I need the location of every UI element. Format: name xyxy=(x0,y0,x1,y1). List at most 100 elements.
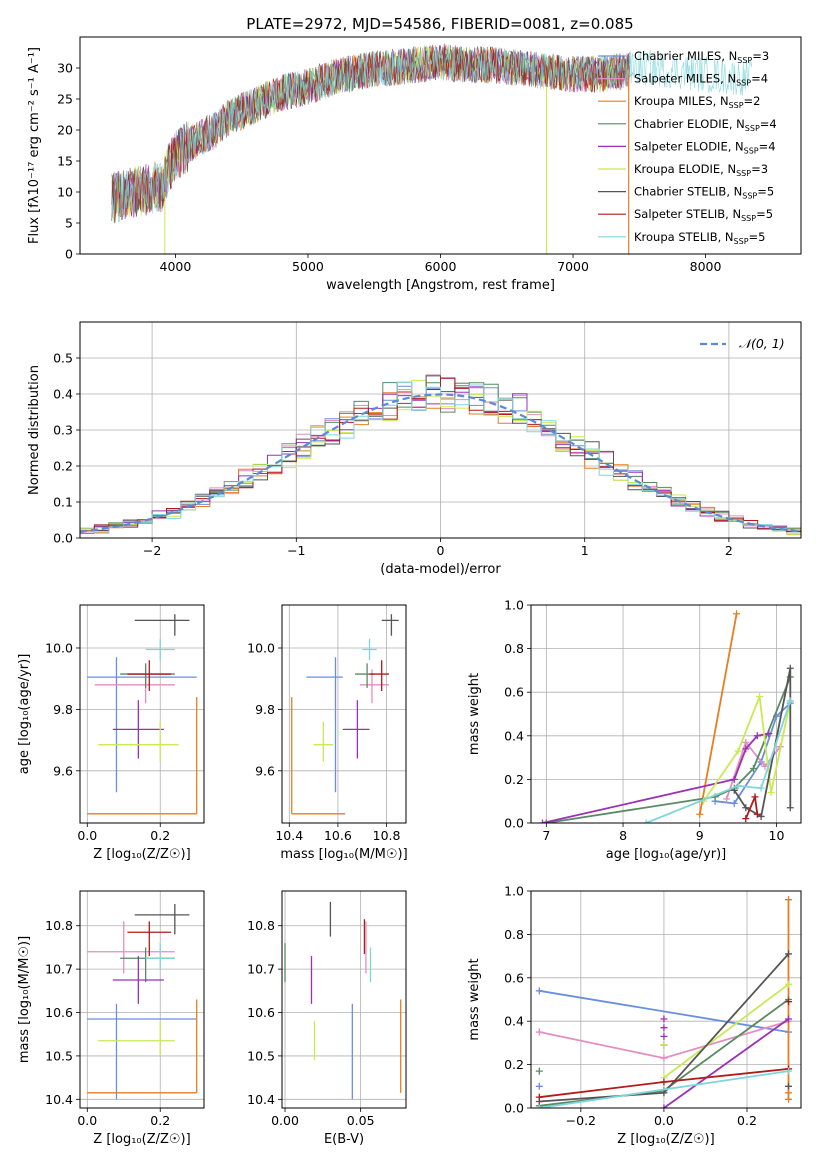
y-tick-label: 0.0 xyxy=(504,1101,524,1116)
x-tick-label: 0.05 xyxy=(347,1113,375,1128)
y-tick-label: 10.0 xyxy=(247,640,275,655)
y-axis-label: Flux [fλ10⁻¹⁷ erg cm⁻² s⁻¹ A⁻¹] xyxy=(27,47,42,244)
y-tick-label: 10.0 xyxy=(45,640,73,655)
x-axis-label: wavelength [Angstrom, rest frame] xyxy=(326,278,555,293)
weight-line-5 xyxy=(663,983,790,1079)
weight-marker xyxy=(660,1054,668,1062)
x-axis-label: Z [log₁₀(Z/Z☉)] xyxy=(617,1132,714,1147)
weight-marker xyxy=(733,610,741,618)
x-tick-label: 6000 xyxy=(425,259,457,274)
y-tick-label: 0.8 xyxy=(504,927,524,942)
x-axis-label: E(B-V) xyxy=(324,1132,364,1147)
x-tick-label: 0 xyxy=(437,543,445,558)
figure-title: PLATE=2972, MJD=54586, FIBERID=0081, z=0… xyxy=(246,15,633,33)
panel-age-vs-mass: 10.4 10.6 10.8 9.6 9.8 10.0 mass [log₁₀(M/M☉)] xyxy=(247,604,408,862)
y-axis-label: mass [log₁₀(M/M☉)] xyxy=(17,936,32,1063)
panel-mass-vs-ebv: 0.00 0.05 10.4 10.5 10.6 10.7 10.8 E(B-V) xyxy=(247,890,407,1147)
y-tick-label: 5 xyxy=(65,216,73,231)
plot-area xyxy=(80,374,801,538)
x-tick-label: −2 xyxy=(143,543,161,558)
y-tick-label: 15 xyxy=(57,154,73,169)
y-tick-label: 0.4 xyxy=(53,387,73,402)
x-axis-label: age [log₁₀(age/yr)] xyxy=(606,847,727,862)
panel-weight-vs-age: 7 8 9 10 0.0 0.2 0.4 0.6 0.8 1.0 age [log₁₀(age/yr… xyxy=(467,598,802,862)
y-tick-label: 10.8 xyxy=(247,918,275,933)
plot-area xyxy=(535,896,793,1108)
x-tick-label: 0.00 xyxy=(271,1113,299,1128)
y-axis-label: mass weight xyxy=(467,958,482,1040)
x-tick-label: 0.2 xyxy=(737,1113,757,1128)
x-tick-label: 10.6 xyxy=(324,828,352,843)
weight-marker xyxy=(535,1093,543,1101)
x-tick-label: 0.2 xyxy=(150,1113,170,1128)
y-tick-label: 0.6 xyxy=(504,685,524,700)
weight-marker xyxy=(734,782,742,790)
x-axis-label: (data-model)/error xyxy=(380,562,501,577)
panel-residuals: −2 −1 0 1 2 0.0 0.1 0.2 0.3 0.4 0.5 (data-model)/er… xyxy=(27,321,802,577)
y-tick-label: 1.0 xyxy=(504,884,524,899)
x-axis-label: mass [log₁₀(M/M☉)] xyxy=(280,847,407,862)
y-tick-label: 20 xyxy=(57,123,73,138)
weight-marker xyxy=(756,693,764,701)
axes-frame xyxy=(281,604,407,824)
x-tick-label: 10 xyxy=(769,828,785,843)
extra-marker xyxy=(535,1082,543,1090)
weight-marker xyxy=(753,810,761,818)
x-tick-label: 0.0 xyxy=(77,1113,97,1128)
plot-area xyxy=(111,43,753,254)
y-tick-label: 10.5 xyxy=(45,1048,73,1063)
x-tick-label: 0.0 xyxy=(654,1113,674,1128)
gaussian-curve xyxy=(80,393,801,533)
weight-marker xyxy=(730,775,738,783)
legend: Chabrier MILES, NSSP=3 Salpeter MILES, NS… xyxy=(598,49,777,246)
extra-marker xyxy=(785,1089,793,1097)
weight-marker xyxy=(786,804,794,812)
weight-marker xyxy=(539,819,547,823)
extra-marker xyxy=(660,1015,668,1023)
x-axis-label: Z [log₁₀(Z/Z☉)] xyxy=(93,1132,190,1147)
axes-frame xyxy=(79,36,802,255)
x-tick-label: 8000 xyxy=(690,259,722,274)
weight-marker xyxy=(696,810,704,818)
y-tick-label: 10.4 xyxy=(45,1092,73,1107)
y-tick-label: 0.2 xyxy=(504,1057,524,1072)
weight-marker xyxy=(785,1067,793,1075)
weight-marker xyxy=(734,747,742,755)
y-tick-label: 0.0 xyxy=(53,531,73,546)
weight-marker xyxy=(785,1095,793,1103)
y-tick-label: 10.6 xyxy=(45,1005,73,1020)
weight-marker xyxy=(785,896,793,904)
y-tick-label: 10 xyxy=(57,185,73,200)
x-tick-label: 5000 xyxy=(292,259,324,274)
x-tick-label: −1 xyxy=(287,543,305,558)
axes-frame xyxy=(281,890,407,1109)
legend-entry: Chabrier MILES, NSSP=3 xyxy=(634,49,769,65)
weight-marker xyxy=(642,819,650,823)
x-tick-label: 9 xyxy=(696,828,704,843)
x-tick-label: −0.2 xyxy=(566,1113,596,1128)
legend-entry: Kroupa ELODIE, NSSP=3 xyxy=(634,162,768,178)
y-tick-label: 10.6 xyxy=(247,1005,275,1020)
weight-marker xyxy=(742,804,750,812)
legend-entry: Salpeter ELODIE, NSSP=4 xyxy=(634,139,776,155)
weight-marker xyxy=(535,987,543,995)
y-tick-label: 0.5 xyxy=(53,351,73,366)
x-tick-label: 8 xyxy=(619,828,627,843)
y-tick-label: 9.6 xyxy=(53,763,73,778)
spectrum-line-5 xyxy=(111,45,630,222)
x-tick-label: 1 xyxy=(581,543,589,558)
y-tick-label: 0.0 xyxy=(504,816,524,831)
panel-age-vs-z: 0.0 0.2 9.6 9.8 10.0 Z [log₁₀(Z/Z☉)] age [log₁… xyxy=(17,604,205,862)
y-tick-label: 0.8 xyxy=(504,641,524,656)
plot-area xyxy=(87,904,198,1100)
axes-frame xyxy=(530,890,802,1109)
x-tick-label: 10.8 xyxy=(373,828,401,843)
y-tick-label: 9.8 xyxy=(53,702,73,717)
x-tick-label: 2 xyxy=(725,543,733,558)
legend-entry: Salpeter STELIB, NSSP=5 xyxy=(634,207,773,223)
y-tick-label: 0.6 xyxy=(504,970,524,985)
axes-frame xyxy=(79,321,802,539)
plot-area xyxy=(87,614,198,815)
weight-marker xyxy=(660,1104,668,1108)
weight-marker xyxy=(765,730,773,738)
